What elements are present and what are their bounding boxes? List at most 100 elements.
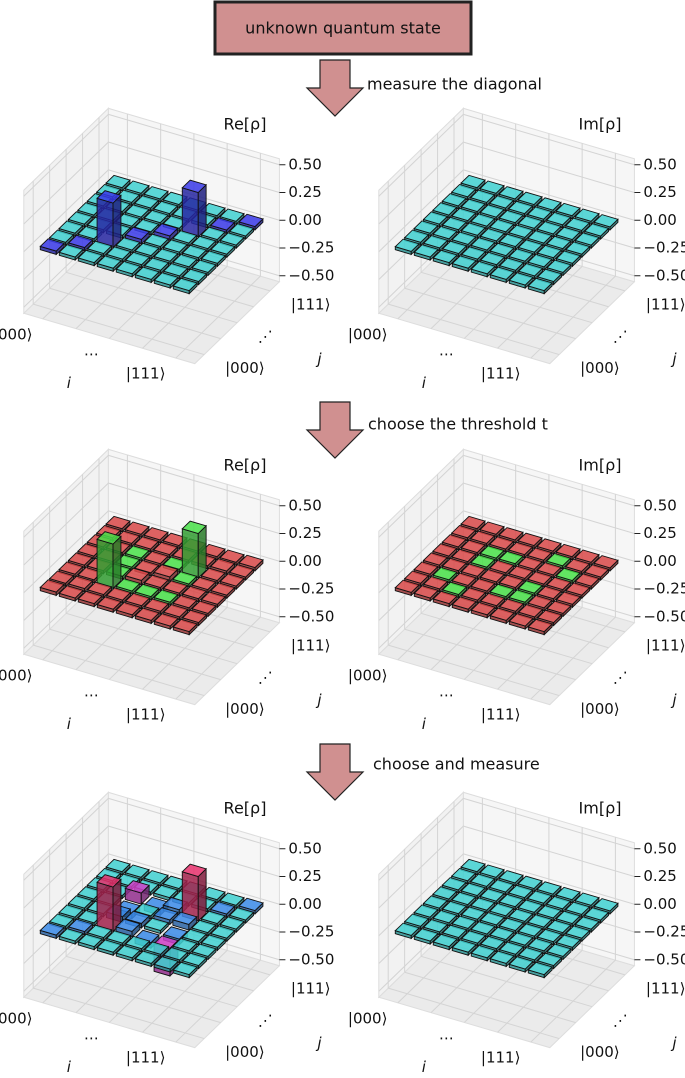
bar-top: [413, 220, 439, 234]
bar-top: [460, 198, 486, 213]
panel: 0.50 0.25 0.00 −0.25 −0.50 |000⟩ |000⟩ ⋯ ⋰ |111⟩ |…: [348, 448, 685, 733]
bar-top: [115, 578, 141, 592]
bar-top: [460, 930, 487, 944]
bar-top: [555, 591, 582, 605]
bar-top: [172, 911, 198, 925]
bar-side: [96, 881, 114, 933]
z-tick-label: 0.25: [643, 183, 676, 201]
bar-top: [39, 238, 65, 252]
bar-top: [200, 910, 226, 925]
j-tick-label: |111⟩: [646, 637, 685, 655]
z-tick-label: 0.50: [643, 155, 676, 173]
bar-top: [555, 567, 581, 582]
bar-top: [451, 207, 477, 222]
bar-top: [228, 907, 255, 921]
bar-top: [470, 260, 496, 275]
z-tick-label: −0.50: [643, 950, 685, 968]
bar-top: [574, 892, 600, 906]
bar-top: [441, 900, 468, 915]
bar-top: [479, 569, 506, 583]
grid-line: [23, 113, 280, 197]
grid-line: [23, 853, 280, 937]
bar-top: [470, 601, 496, 616]
bar-top: [460, 246, 487, 260]
bar-top: [441, 534, 467, 548]
bar-top: [508, 956, 534, 970]
bar-top: [67, 211, 94, 225]
bar-top: [432, 225, 458, 240]
grid-line: [23, 482, 280, 566]
bar-top: [67, 552, 94, 566]
step-label: choose the threshold t: [368, 415, 548, 434]
grid-line: [175, 275, 261, 359]
bar-top: [498, 893, 524, 908]
bar-top: [498, 574, 525, 589]
bar-top: [536, 905, 562, 919]
panel-title: Re[ρ]: [224, 456, 267, 475]
bar-top: [507, 884, 534, 899]
bar-top: [546, 235, 572, 250]
i-tick-label: |000⟩: [0, 1009, 32, 1027]
state-box: [213, 0, 473, 56]
bar-top: [394, 579, 420, 593]
bar-top: [153, 272, 179, 286]
bar-top: [508, 224, 534, 238]
bar-top: [153, 248, 179, 262]
bar-top: [48, 229, 75, 243]
bar-top: [545, 552, 572, 567]
bar-top: [67, 575, 94, 590]
bar-top: [86, 240, 113, 255]
bar-top: [143, 941, 170, 955]
i-tick-label: |111⟩: [126, 365, 166, 383]
bar-top: [450, 183, 477, 198]
bar-top: [517, 580, 544, 594]
bar-top: [181, 952, 208, 967]
bar-top: [219, 916, 245, 930]
panel-title: Im[ρ]: [579, 115, 622, 134]
z-tick-label: −0.25: [643, 923, 685, 941]
bar-top: [200, 226, 226, 241]
bar-top: [450, 867, 477, 882]
bar-top: [498, 257, 525, 271]
bar-top: [172, 571, 198, 585]
z-tick-label: 0.25: [288, 524, 321, 542]
bar-top: [565, 925, 591, 939]
bar-top: [105, 515, 131, 530]
bar-top: [470, 921, 496, 935]
bar-top: [219, 892, 245, 906]
bar-top: [124, 880, 150, 894]
bar-top: [39, 579, 65, 593]
panel: 0.50 0.25 0.00 −0.25 −0.50 |000⟩ |000⟩ ⋯ ⋰ |111⟩ |…: [348, 107, 685, 392]
bar-top: [593, 214, 619, 228]
bar-top: [181, 179, 207, 194]
bar-top: [134, 266, 160, 280]
j-tick-label: |111⟩: [291, 637, 331, 655]
bar-top: [77, 590, 103, 605]
bar-top: [77, 933, 103, 948]
z-tick-label: −0.50: [288, 266, 334, 284]
bar-top: [422, 576, 449, 590]
j-tick-label: |000⟩: [580, 359, 620, 377]
y-axis-label: j: [315, 350, 322, 368]
bar-top: [432, 202, 458, 216]
bar-top: [394, 922, 420, 936]
bar-top: [574, 573, 600, 587]
bar-top: [460, 882, 486, 897]
bar-top: [210, 925, 236, 939]
bar-top: [115, 260, 141, 275]
bar-top: [526, 547, 553, 561]
bar-top: [143, 209, 169, 224]
j-tick-label: ⋰: [258, 327, 273, 345]
bar-top: [479, 935, 506, 950]
bar-top: [479, 251, 506, 266]
z-tick-label: −0.50: [643, 266, 685, 284]
bar-side: [112, 535, 122, 590]
bar-side: [181, 187, 199, 238]
bar-top: [508, 613, 534, 627]
bar-top: [114, 189, 141, 203]
bar-top: [498, 941, 525, 955]
bar-top: [133, 195, 160, 209]
i-tick-label: |000⟩: [0, 325, 32, 343]
bar-top: [593, 555, 619, 569]
